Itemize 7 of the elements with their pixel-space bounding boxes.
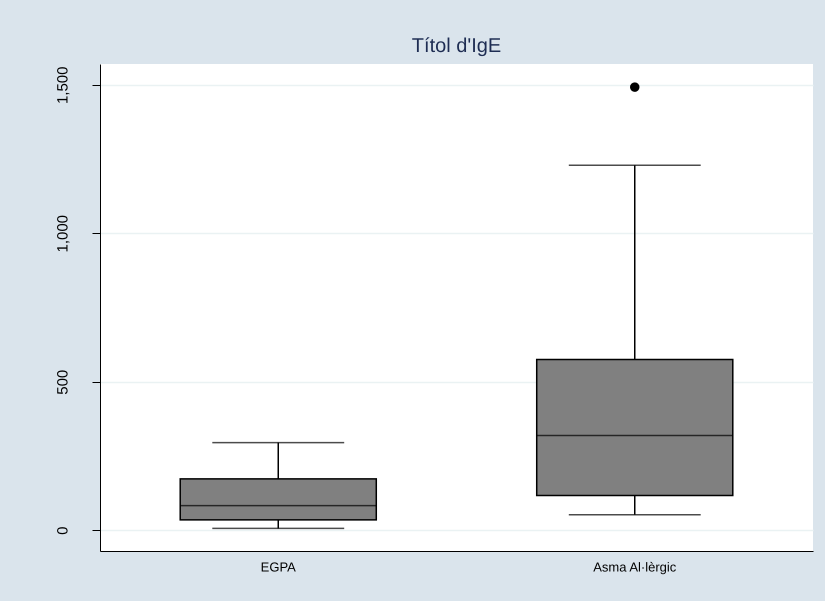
- y-tick-label: 1,500: [54, 66, 72, 104]
- y-tick-label: 1,000: [54, 214, 72, 253]
- y-tick-label: 500: [54, 370, 72, 395]
- x-tick-label: EGPA: [260, 560, 296, 574]
- chart-title: Títol d'IgE: [412, 35, 502, 57]
- y-tick-label: 0: [54, 526, 72, 535]
- x-tick-label: Asma Al·lèrgic: [593, 560, 677, 574]
